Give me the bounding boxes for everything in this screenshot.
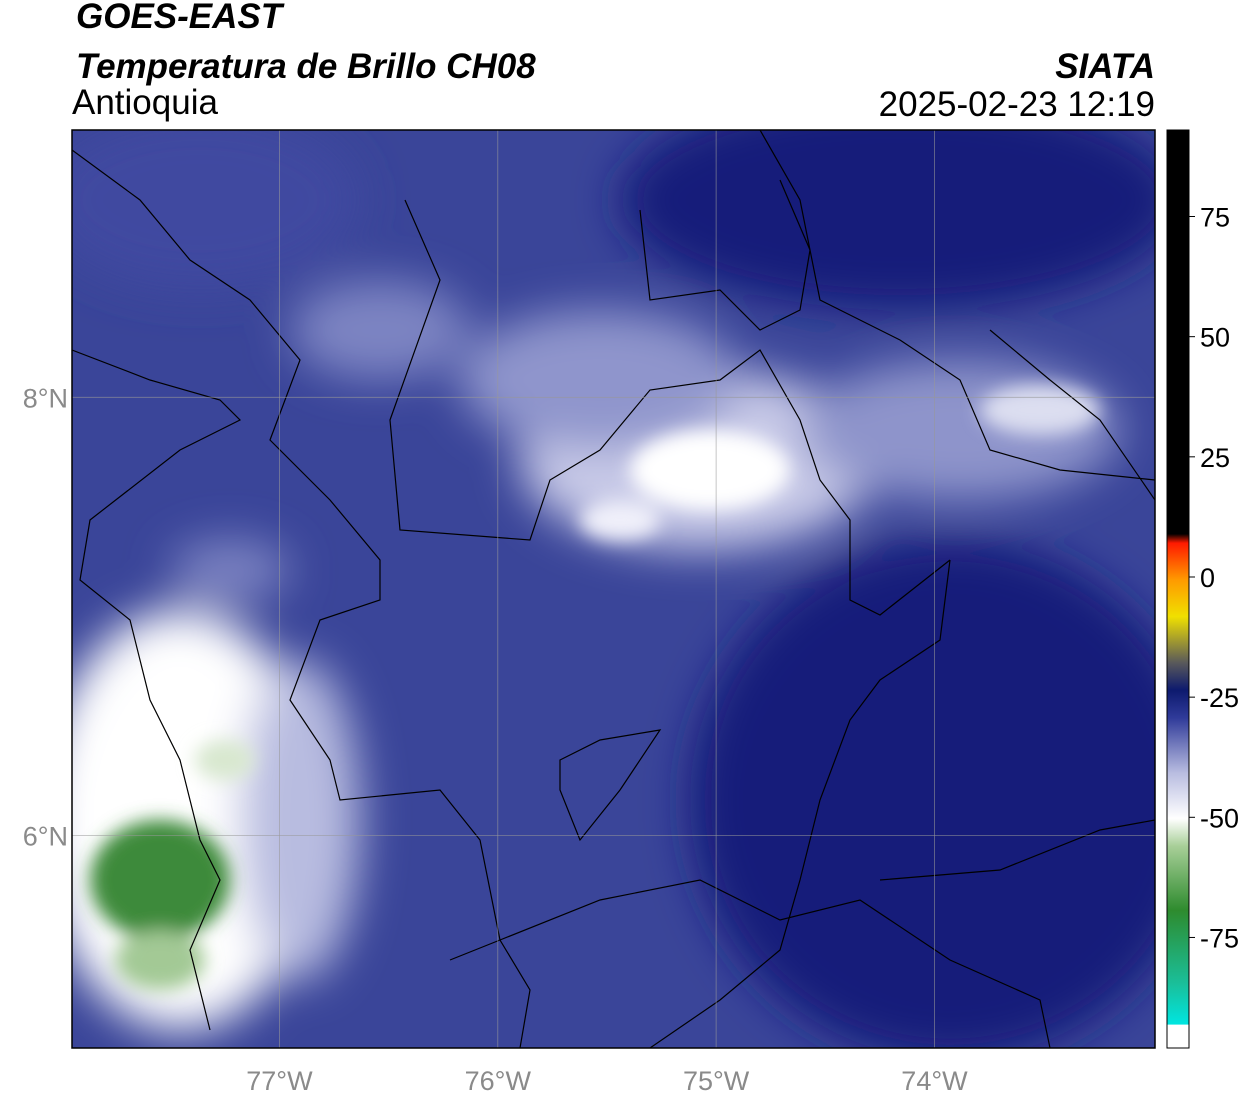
subtitle: Temperatura de Brillo CH08	[76, 47, 536, 86]
colorbar	[1166, 129, 1190, 1049]
y-tick-label: 8°N	[23, 383, 68, 413]
x-tick-label: 75°W	[683, 1066, 750, 1096]
source: SIATA	[1055, 47, 1155, 86]
colorbar-tick-label: 25	[1200, 443, 1230, 473]
x-tick-label: 74°W	[901, 1066, 968, 1096]
colorbar-tick-label: 50	[1200, 323, 1230, 353]
timestamp: 2025-02-23 12:19	[879, 85, 1155, 124]
satellite-image	[72, 130, 1155, 1048]
region: Antioquia	[72, 83, 218, 122]
colorbar-tick-label: 75	[1200, 203, 1230, 233]
map-frame	[71, 129, 1156, 1049]
colorbar-tick-label: -75	[1200, 923, 1239, 953]
colorbar-tick-label: -25	[1200, 683, 1239, 713]
x-tick-label: 76°W	[465, 1066, 532, 1096]
colorbar-tick-label: -50	[1200, 803, 1239, 833]
title: GOES-EAST	[76, 0, 285, 36]
colorbar-tick-label: 0	[1200, 563, 1215, 593]
x-tick-label: 77°W	[246, 1066, 313, 1096]
y-tick-label: 6°N	[23, 821, 68, 851]
